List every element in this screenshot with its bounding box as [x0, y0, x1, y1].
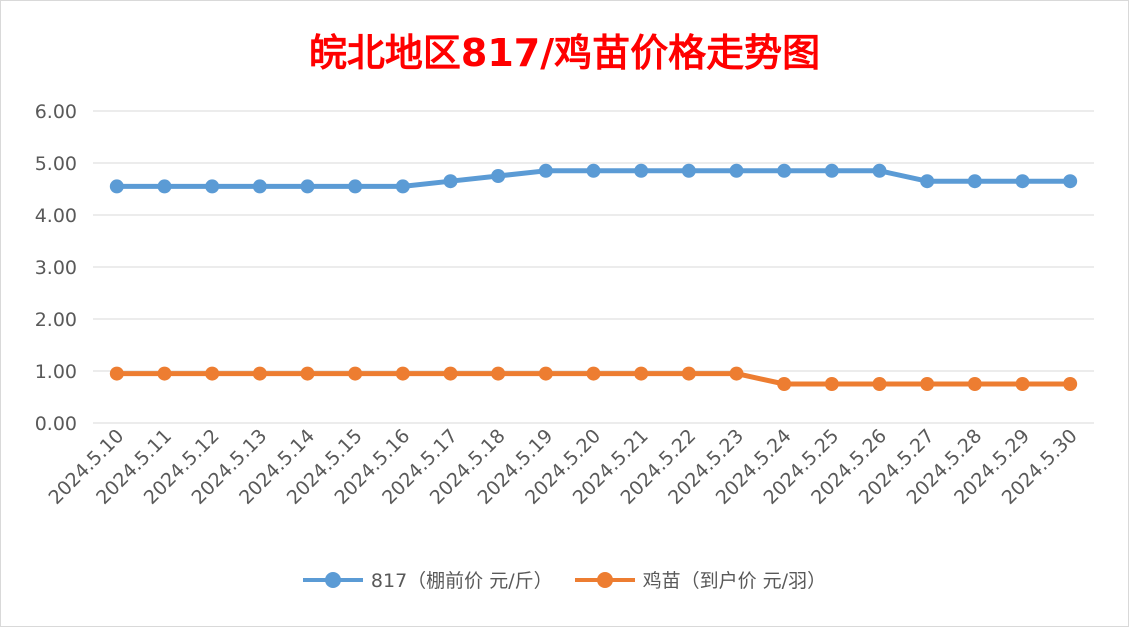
data-point-1	[1063, 377, 1078, 391]
data-point-1	[681, 366, 696, 381]
data-point-1	[348, 366, 363, 381]
chart-title: 皖北地区817/鸡苗价格走势图	[308, 31, 821, 75]
data-point-0	[586, 163, 601, 178]
data-point-0	[491, 169, 506, 183]
data-point-1	[443, 366, 458, 381]
data-point-0	[300, 179, 315, 194]
data-point-0	[395, 179, 410, 194]
data-point-0	[634, 163, 649, 178]
y-tick-label: 6.00	[35, 101, 77, 123]
y-tick-label: 5.00	[35, 153, 77, 175]
data-point-0	[872, 163, 887, 178]
data-point-1	[157, 366, 172, 381]
data-point-0	[777, 163, 792, 178]
data-point-0	[348, 179, 363, 194]
data-point-0	[824, 163, 839, 178]
legend-item-chick: 鸡苗（到户价 元/羽）	[574, 566, 827, 593]
y-tick-label: 2.00	[35, 309, 77, 331]
data-point-0	[729, 163, 744, 178]
legend-label-817: 817（棚前价 元/斤）	[370, 570, 553, 592]
data-point-1	[586, 366, 601, 381]
data-point-1	[777, 377, 792, 391]
data-point-1	[109, 366, 124, 381]
data-point-1	[872, 377, 887, 391]
data-point-0	[1015, 174, 1030, 189]
legend-item-817: 817（棚前价 元/斤）	[302, 566, 553, 593]
legend-label-chick: 鸡苗（到户价 元/羽）	[642, 570, 827, 592]
data-point-1	[491, 366, 506, 381]
data-point-1	[395, 366, 410, 381]
data-point-0	[443, 174, 458, 189]
data-point-1	[538, 366, 553, 381]
data-point-1	[634, 366, 649, 381]
data-point-1	[967, 377, 982, 391]
data-point-0	[252, 179, 267, 194]
legend-swatch-817	[302, 571, 363, 588]
data-point-1	[1015, 377, 1030, 391]
data-point-0	[157, 179, 172, 194]
data-point-1	[300, 366, 315, 381]
data-point-1	[824, 377, 839, 391]
data-point-1	[729, 366, 744, 381]
y-tick-label: 0.00	[35, 413, 77, 435]
data-point-1	[205, 366, 220, 381]
data-point-1	[252, 366, 267, 381]
legend: 817（棚前价 元/斤） 鸡苗（到户价 元/羽）	[0, 566, 1129, 593]
data-point-1	[920, 377, 935, 391]
data-point-0	[967, 174, 982, 189]
data-point-0	[109, 179, 124, 194]
data-point-0	[538, 163, 553, 178]
y-tick-label: 4.00	[35, 205, 77, 227]
y-tick-label: 3.00	[35, 257, 77, 279]
data-point-0	[205, 179, 220, 194]
data-point-0	[1063, 174, 1078, 189]
data-point-0	[681, 163, 696, 178]
data-point-0	[920, 174, 935, 189]
y-tick-label: 1.00	[35, 361, 77, 383]
legend-swatch-chick	[574, 571, 635, 588]
